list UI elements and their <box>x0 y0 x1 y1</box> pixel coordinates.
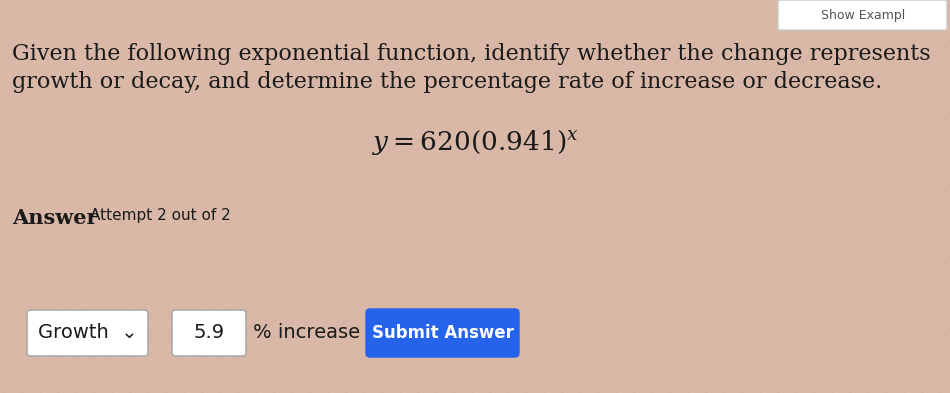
Text: Given the following exponential function, identify whether the change represents: Given the following exponential function… <box>12 43 931 65</box>
FancyBboxPatch shape <box>778 0 947 30</box>
FancyBboxPatch shape <box>172 310 246 356</box>
Text: Answer: Answer <box>12 208 98 228</box>
Text: Growth  ⌄: Growth ⌄ <box>38 323 138 343</box>
Text: growth or decay, and determine the percentage rate of increase or decrease.: growth or decay, and determine the perce… <box>12 71 883 93</box>
Text: $y = 620(0.941)^x$: $y = 620(0.941)^x$ <box>371 128 579 157</box>
Text: % increase: % increase <box>253 323 360 343</box>
FancyBboxPatch shape <box>366 309 519 357</box>
FancyBboxPatch shape <box>27 310 148 356</box>
Text: Attempt 2 out of 2: Attempt 2 out of 2 <box>90 208 231 223</box>
Text: Show Exampl: Show Exampl <box>821 9 905 22</box>
Text: Submit Answer: Submit Answer <box>371 324 513 342</box>
Text: 5.9: 5.9 <box>194 323 224 343</box>
